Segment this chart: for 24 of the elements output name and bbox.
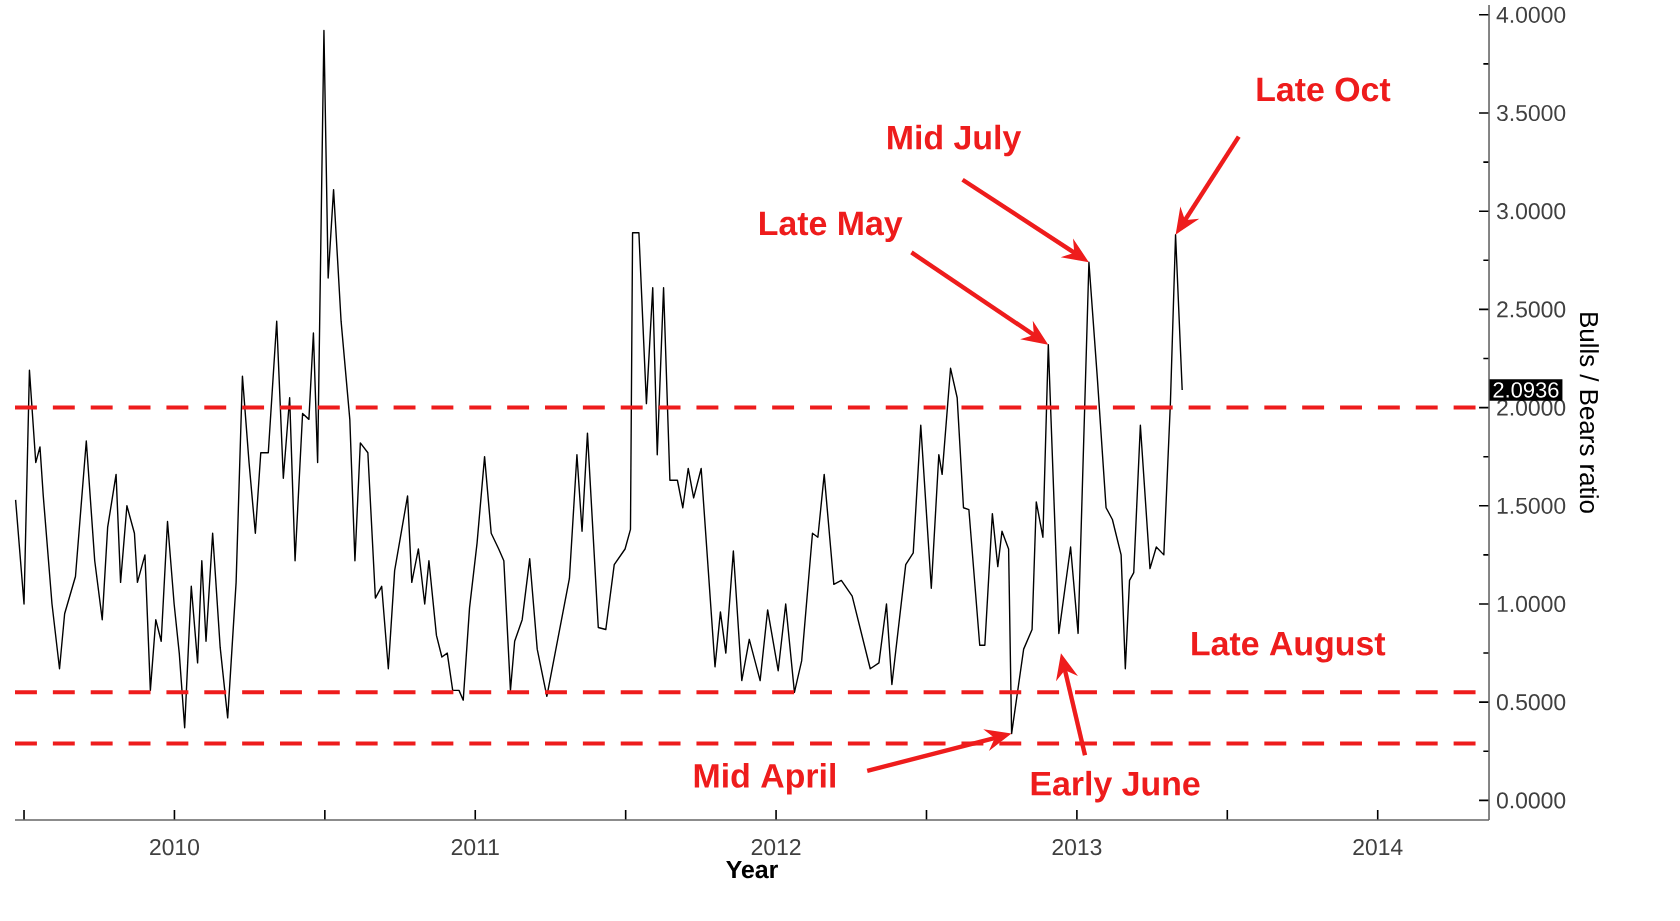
y-tick-label: 0.0000 xyxy=(1496,792,1566,809)
x-tick-label: 2010 xyxy=(150,838,200,856)
y-tick-label: 2.5000 xyxy=(1497,301,1566,318)
y-tick-label: 1.5000 xyxy=(1497,497,1566,514)
y-tick-label: 0.5000 xyxy=(1496,694,1566,711)
y-tick-label: 3.0000 xyxy=(1496,203,1566,220)
y-axis-title: Bulls / Bears ratio xyxy=(1579,313,1599,513)
annotation: Mid April xyxy=(694,762,835,795)
y-tick-label: 4.0000 xyxy=(1496,6,1566,23)
y-tick-label: 3.5000 xyxy=(1496,104,1566,122)
x-tick-label: 2014 xyxy=(1353,838,1403,856)
annotation: Mid July xyxy=(888,124,1022,157)
annotation: Late August xyxy=(1192,631,1386,663)
y-tick-label: 2.0000 xyxy=(1497,399,1566,416)
x-tick-label: 2013 xyxy=(1052,838,1102,856)
annotation: Early June xyxy=(1031,770,1200,803)
x-tick-label: 2011 xyxy=(451,838,499,856)
line-series xyxy=(14,29,1183,735)
annotation: Late Oct xyxy=(1257,77,1391,102)
x-tick-label: 2012 xyxy=(751,838,801,856)
x-axis-title: Year xyxy=(726,860,778,879)
text: 2.0936 xyxy=(1493,382,1559,398)
y-tick-label: 1.0000 xyxy=(1497,595,1566,613)
annotation: Late May xyxy=(760,211,903,243)
